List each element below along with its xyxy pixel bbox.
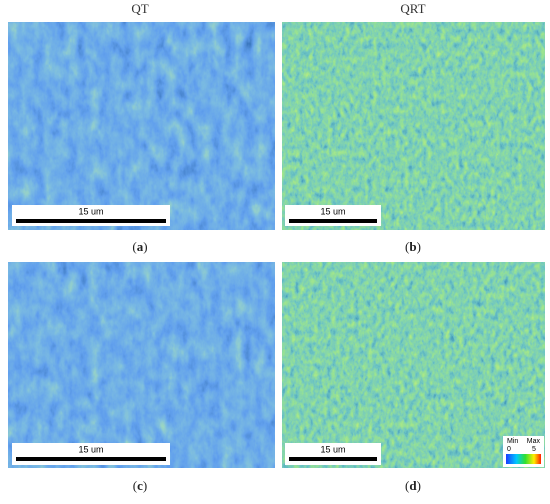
panel-caption: (d) [405, 478, 421, 493]
scale-bar [289, 219, 377, 223]
scale-bar-label: 15 um [78, 444, 103, 454]
scale-bar-label: 15 um [320, 206, 345, 216]
scale-bar-label: 15 um [78, 206, 103, 216]
scale-bar-label: 15 um [320, 444, 345, 454]
column-header: QRT [400, 1, 425, 16]
colorbar-min-value: 0 [507, 446, 511, 453]
colorbar-min-label: Min [507, 438, 518, 445]
micrograph [282, 262, 545, 468]
scale-bar [16, 219, 166, 223]
colorbar-max-label: Max [527, 438, 541, 445]
column-header: QT [131, 1, 148, 16]
micrograph [8, 262, 275, 468]
panel-caption: (c) [133, 478, 147, 493]
panel-caption: (a) [132, 239, 147, 254]
colorbar [506, 454, 541, 464]
colorbar-max-value: 5 [532, 446, 536, 453]
micrograph [8, 22, 275, 230]
scale-bar [16, 457, 166, 461]
micrograph [282, 22, 545, 230]
panel-caption: (b) [405, 239, 421, 254]
scale-bar [289, 457, 377, 461]
